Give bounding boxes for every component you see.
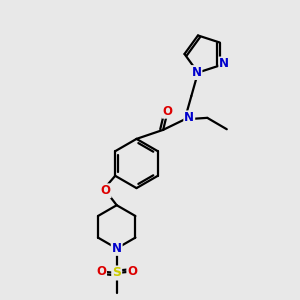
Text: N: N — [112, 242, 122, 255]
Text: N: N — [219, 58, 229, 70]
Text: N: N — [191, 66, 202, 79]
Text: O: O — [100, 184, 111, 197]
Text: O: O — [163, 105, 173, 118]
Text: S: S — [112, 266, 121, 280]
Text: O: O — [96, 265, 106, 278]
Text: N: N — [184, 111, 194, 124]
Text: O: O — [127, 265, 137, 278]
